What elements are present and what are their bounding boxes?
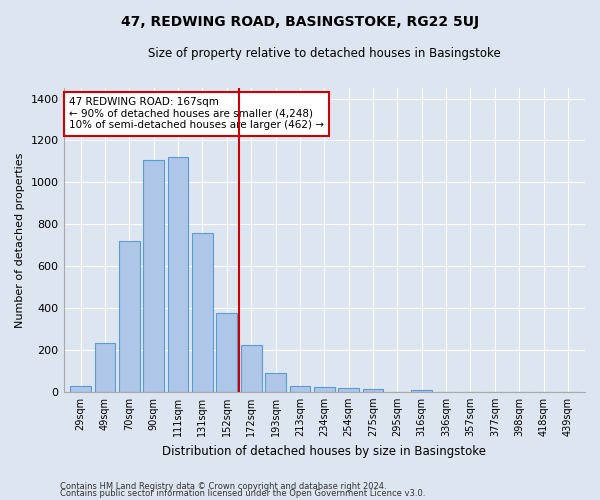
Bar [70, 386, 91, 392]
Bar [119, 241, 140, 392]
Bar [412, 390, 432, 392]
Bar [168, 157, 188, 392]
Text: 47 REDWING ROAD: 167sqm
← 90% of detached houses are smaller (4,248)
10% of semi: 47 REDWING ROAD: 167sqm ← 90% of detache… [69, 97, 324, 130]
Bar [143, 160, 164, 392]
Bar [265, 373, 286, 392]
Bar [290, 386, 310, 392]
Bar [95, 342, 115, 392]
Bar [362, 388, 383, 392]
Bar [192, 232, 213, 392]
Text: Contains HM Land Registry data © Crown copyright and database right 2024.: Contains HM Land Registry data © Crown c… [60, 482, 386, 491]
Text: 47, REDWING ROAD, BASINGSTOKE, RG22 5UJ: 47, REDWING ROAD, BASINGSTOKE, RG22 5UJ [121, 15, 479, 29]
Bar [217, 313, 237, 392]
Bar [314, 386, 335, 392]
Bar [241, 344, 262, 392]
Title: Size of property relative to detached houses in Basingstoke: Size of property relative to detached ho… [148, 48, 500, 60]
Text: Contains public sector information licensed under the Open Government Licence v3: Contains public sector information licen… [60, 489, 425, 498]
Y-axis label: Number of detached properties: Number of detached properties [15, 152, 25, 328]
X-axis label: Distribution of detached houses by size in Basingstoke: Distribution of detached houses by size … [162, 444, 486, 458]
Bar [338, 388, 359, 392]
